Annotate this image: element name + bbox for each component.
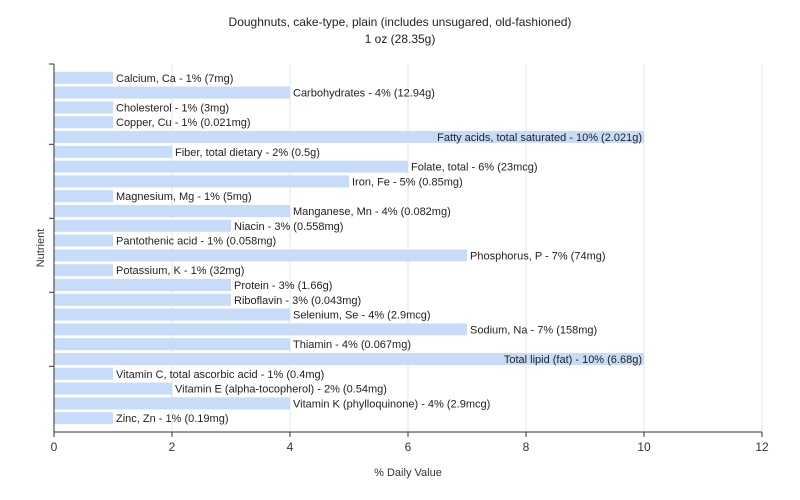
bar-label: Manganese, Mn - 4% (0.082mg) [293,206,451,218]
bar-label: Magnesium, Mg - 1% (5mg) [116,191,252,203]
bar-label: Fiber, total dietary - 2% (0.5g) [175,147,320,159]
bar [54,279,231,291]
bar [54,145,172,158]
x-tick-label: 12 [755,440,769,454]
y-axis-label: Nutrient [35,229,47,268]
bar-label: Phosphorus, P - 7% (74mg) [470,250,606,262]
bar [54,323,467,336]
bar [54,219,231,232]
bar [54,412,113,425]
chart-title: Doughnuts, cake-type, plain (includes un… [228,15,572,29]
bar-label: Pantothenic acid - 1% (0.058mg) [116,236,276,248]
bar-label: Potassium, K - 1% (32mg) [116,265,244,277]
bar [54,338,290,351]
bar-label: Iron, Fe - 5% (0.85mg) [352,176,463,188]
x-tick-label: 10 [637,440,651,454]
bar [54,190,113,203]
bar-label: Calcium, Ca - 1% (7mg) [116,73,233,85]
bar [54,234,113,247]
bar-label: Protein - 3% (1.66g) [234,280,332,292]
bar-label: Niacin - 3% (0.558mg) [234,221,343,233]
x-tick-label: 4 [287,440,294,454]
bar-label: Carbohydrates - 4% (12.94g) [293,88,435,100]
bar [54,86,290,99]
bar [54,353,644,365]
bar [54,101,113,114]
bar [54,293,231,306]
bar [54,131,644,143]
bar [54,367,113,380]
bar-label: Copper, Cu - 1% (0.021mg) [116,117,251,129]
bar [54,116,113,129]
bar-label: Vitamin K (phylloquinone) - 4% (2.9mcg) [293,398,490,410]
bar-label: Selenium, Se - 4% (2.9mcg) [293,310,431,322]
bar-label: Sodium, Na - 7% (158mg) [470,324,597,336]
bar-label: Cholesterol - 1% (3mg) [116,102,229,114]
bar-label: Vitamin E (alpha-tocopherol) - 2% (0.54m… [175,384,387,396]
bar [54,71,113,84]
x-tick-label: 6 [405,440,412,454]
bar-label: Total lipid (fat) - 10% (6.68g) [504,354,642,366]
bar [54,205,290,217]
bar-label: Vitamin C, total ascorbic acid - 1% (0.4… [116,369,324,381]
bar-label: Fatty acids, total saturated - 10% (2.02… [437,132,642,144]
chart-subtitle: 1 oz (28.35g) [364,32,436,46]
bar [54,397,290,410]
bar-label: Riboflavin - 3% (0.043mg) [234,295,361,307]
bar [54,175,349,188]
bar [54,308,290,321]
x-tick-label: 8 [523,440,530,454]
bar [54,264,113,277]
x-tick-label: 0 [51,440,58,454]
bar-label: Thiamin - 4% (0.067mg) [293,339,411,351]
bar [54,249,467,262]
bar [54,382,172,395]
x-axis-label: % Daily Value [374,467,442,479]
bar [54,160,408,173]
bar-label: Folate, total - 6% (23mcg) [411,162,538,174]
bar-label: Zinc, Zn - 1% (0.19mg) [116,413,228,425]
x-tick-label: 2 [169,440,176,454]
